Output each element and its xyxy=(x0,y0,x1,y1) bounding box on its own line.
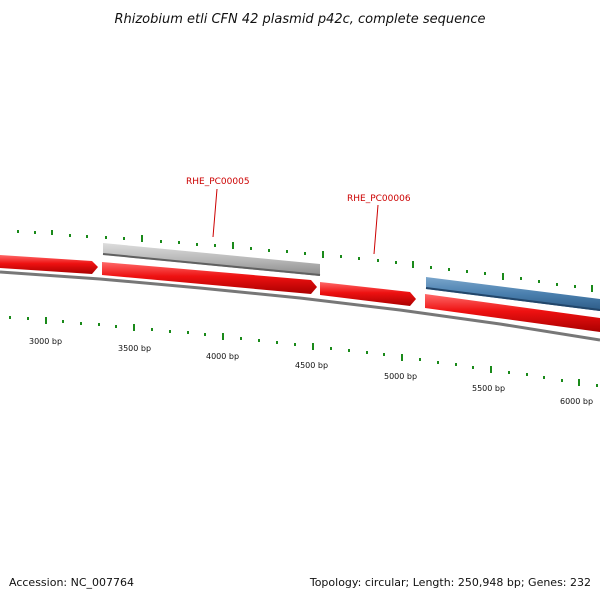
bp-label-3500: 3500 bp xyxy=(118,344,151,353)
cds-arrow-1[interactable] xyxy=(0,255,98,274)
bp-label-5500: 5500 bp xyxy=(472,384,505,393)
gene-label-rhe-pc00005: RHE_PC00005 xyxy=(186,177,250,187)
gene-label-leader-2 xyxy=(373,204,379,255)
plasmid-backbone xyxy=(0,270,600,342)
bp-label-5000: 5000 bp xyxy=(384,372,417,381)
gene-feature-gray-edge xyxy=(102,253,321,276)
bp-label-4500: 4500 bp xyxy=(295,361,328,370)
gene-feature-gray[interactable] xyxy=(103,243,320,276)
gene-feature-blue-edge xyxy=(425,287,600,311)
inner-tick-row xyxy=(9,316,598,387)
cds-arrow-2[interactable] xyxy=(102,262,317,294)
cds-arrow-track xyxy=(0,255,600,332)
outer-tick-row xyxy=(17,230,593,292)
gene-feature-blue[interactable] xyxy=(426,277,600,311)
bp-label-6000: 6000 bp xyxy=(560,397,593,406)
accession-label: Accession: NC_007764 xyxy=(9,576,134,589)
map-title: Rhizobium etli CFN 42 plasmid p42c, comp… xyxy=(114,12,485,27)
bp-label-3000: 3000 bp xyxy=(29,337,62,346)
sequence-summary: Topology: circular; Length: 250,948 bp; … xyxy=(309,576,591,589)
cds-arrow-4[interactable] xyxy=(425,294,600,332)
bp-label-4000: 4000 bp xyxy=(206,352,239,361)
gene-label-leader-1 xyxy=(212,188,218,238)
cds-arrow-3[interactable] xyxy=(320,282,416,306)
gene-label-rhe-pc00006: RHE_PC00006 xyxy=(347,194,411,204)
